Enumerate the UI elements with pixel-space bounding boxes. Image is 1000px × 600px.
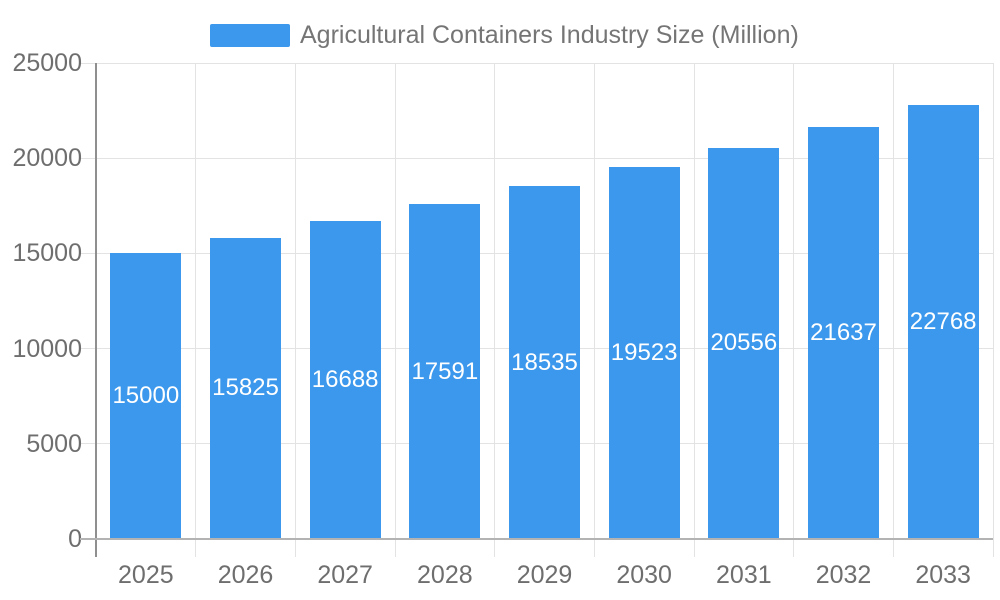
x-axis-tick: [593, 539, 595, 557]
x-axis-label: 2033: [915, 561, 971, 589]
legend-item[interactable]: Agricultural Containers Industry Size (M…: [210, 18, 799, 52]
x-gridline: [593, 63, 595, 539]
bar[interactable]: [210, 237, 281, 539]
x-gridline: [494, 63, 496, 539]
y-axis-tick: [80, 157, 96, 159]
x-gridline: [195, 63, 197, 539]
y-gridline: [96, 157, 993, 159]
legend-swatch-icon: [210, 23, 290, 47]
y-axis-label: 15000: [12, 239, 82, 268]
x-axis-label: 2031: [716, 561, 772, 589]
bar[interactable]: [608, 167, 680, 539]
x-axis-label: 2027: [317, 561, 373, 589]
x-axis-tick: [494, 539, 496, 557]
x-gridline: [892, 63, 894, 539]
x-axis-label: 2032: [815, 561, 872, 589]
x-axis-line: [80, 538, 993, 540]
plot-right-border: [992, 63, 994, 539]
x-axis-tick: [892, 539, 894, 557]
x-axis-label: 2029: [516, 561, 573, 589]
bar-value-label: 17591: [411, 357, 479, 385]
y-axis-tick: [80, 443, 96, 445]
bar-value-label: 19523: [610, 339, 678, 367]
x-gridline: [693, 63, 695, 539]
x-axis-tick: [693, 539, 695, 557]
y-gridline: [96, 62, 993, 64]
bar-value-label: 15000: [112, 382, 180, 410]
x-gridline: [793, 63, 795, 539]
x-axis-tick: [394, 539, 396, 557]
bar-value-label: 20556: [710, 329, 778, 357]
x-axis-tick: [294, 539, 296, 557]
x-axis-label: 2025: [118, 561, 174, 589]
bar-value-label: 16688: [311, 366, 379, 394]
legend-label: Agricultural Containers Industry Size (M…: [300, 21, 799, 49]
y-axis-tick: [80, 62, 96, 64]
bar-value-label: 22768: [909, 308, 977, 336]
bar[interactable]: [808, 127, 879, 539]
bar[interactable]: [708, 147, 780, 539]
x-axis-label: 2030: [616, 561, 672, 589]
x-axis-tick: [992, 539, 994, 557]
y-axis-tick: [80, 252, 96, 254]
bar[interactable]: [509, 186, 580, 539]
bar[interactable]: [907, 105, 979, 539]
bar[interactable]: [110, 253, 182, 539]
bar-value-label: 18535: [511, 348, 578, 376]
x-axis-tick: [195, 539, 197, 557]
x-axis-label: 2028: [417, 561, 473, 589]
y-axis-label: 10000: [12, 334, 82, 363]
y-axis-tick: [80, 348, 96, 350]
y-axis-label: 5000: [26, 429, 82, 458]
y-axis-label: 0: [68, 525, 82, 553]
bar-value-label: 21637: [810, 319, 877, 347]
x-axis-label: 2026: [217, 561, 274, 589]
bar[interactable]: [409, 204, 481, 539]
y-axis-line: [95, 63, 97, 557]
x-gridline: [394, 63, 396, 539]
x-gridline: [294, 63, 296, 539]
bar[interactable]: [309, 221, 381, 539]
x-axis-tick: [793, 539, 795, 557]
y-axis-label: 25000: [12, 49, 82, 77]
y-axis-label: 20000: [12, 144, 82, 173]
bar-value-label: 15825: [212, 374, 279, 402]
